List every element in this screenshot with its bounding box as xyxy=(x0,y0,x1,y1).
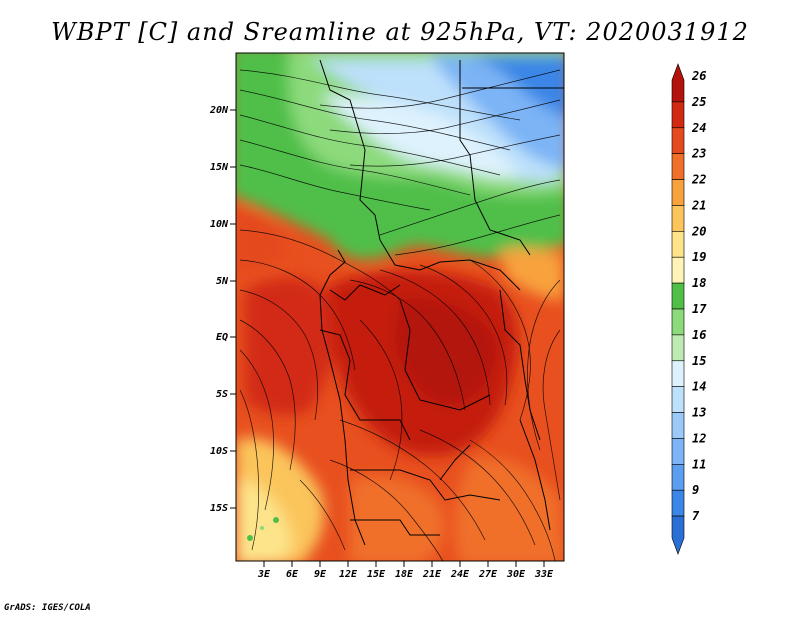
colorbar-swatch xyxy=(671,464,685,491)
lat-tick: 20N xyxy=(209,105,236,116)
lon-label: 27E xyxy=(478,569,498,580)
colorbar-label: 16 xyxy=(692,328,706,342)
colorbar-label: 12 xyxy=(692,431,706,445)
lon-tick: 15E xyxy=(367,561,386,580)
colorbar-swatch xyxy=(671,101,685,129)
colorbar-label: 25 xyxy=(691,95,706,109)
colorbar-swatch xyxy=(671,334,685,362)
lat-tick: 5N xyxy=(216,276,236,287)
colorbar-label: 11 xyxy=(692,457,706,471)
colorbar-swatch xyxy=(671,412,685,439)
lon-label: 15E xyxy=(367,569,386,580)
colorbar-label: 26 xyxy=(691,69,706,83)
colorbar-label: 18 xyxy=(692,276,706,290)
lon-label: 30E xyxy=(506,569,526,580)
lon-label: 6E xyxy=(286,569,299,580)
lat-label: EQ xyxy=(216,332,228,343)
lon-label: 3E xyxy=(257,569,271,580)
lon-label: 24E xyxy=(450,569,470,580)
colorbar-label: 17 xyxy=(692,302,707,316)
colorbar-swatch xyxy=(671,489,685,517)
colorbar-label: 19 xyxy=(692,250,706,264)
lon-tick: 24E xyxy=(450,561,470,580)
lon-label: 9E xyxy=(314,569,327,580)
map-title: WBPT [C] and Sreamline at 925hPa, VT: 20… xyxy=(51,18,749,46)
lat-tick: 5S xyxy=(216,389,236,400)
lat-label: 10N xyxy=(210,219,229,230)
lat-tick: EQ xyxy=(216,332,236,343)
colorbar-swatch xyxy=(671,515,685,555)
colorbar-swatch xyxy=(671,153,685,180)
colorbar-swatch xyxy=(671,205,685,232)
lat-label: 15N xyxy=(210,162,229,173)
colorbar-label: 23 xyxy=(691,147,706,161)
lon-tick: 6E xyxy=(286,561,299,580)
lat-tick: 10N xyxy=(210,219,236,230)
colorbar: 26 25 24 23 22 21 20 19 18 17 16 15 14 13 12 11 9 7 xyxy=(671,63,707,555)
latitude-axis: 20N 15N 10N 5N EQ 5S 10S 15S xyxy=(209,105,236,514)
colorbar-swatch xyxy=(671,282,685,310)
lon-tick: 27E xyxy=(478,561,498,580)
lat-tick: 15N xyxy=(210,162,236,173)
colorbar-label: 7 xyxy=(692,509,700,523)
grads-credit: GrADS: IGES/COLA xyxy=(4,603,91,613)
lon-label: 12E xyxy=(339,569,358,580)
lon-tick: 12E xyxy=(339,561,358,580)
lon-tick: 9E xyxy=(314,561,327,580)
country-borders xyxy=(319,59,564,546)
colorbar-label: 15 xyxy=(692,354,706,368)
lat-label: 10S xyxy=(210,446,228,457)
colorbar-label: 13 xyxy=(692,406,706,420)
lon-tick: 3E xyxy=(257,561,271,580)
colorbar-swatch xyxy=(671,256,685,284)
colorbar-swatch xyxy=(671,179,685,206)
wbpt-field xyxy=(236,53,564,561)
lat-label: 5S xyxy=(216,389,228,400)
lat-label: 5N xyxy=(216,276,229,287)
lon-tick: 30E xyxy=(506,561,526,580)
colorbar-label: 20 xyxy=(691,224,706,238)
colorbar-swatch xyxy=(671,231,685,258)
lon-tick: 33E xyxy=(534,561,554,580)
lon-label: 33E xyxy=(534,569,554,580)
lon-tick: 18E xyxy=(395,561,414,580)
colorbar-label: 22 xyxy=(691,173,706,187)
lat-label: 15S xyxy=(210,503,228,514)
lat-tick: 10S xyxy=(210,446,236,457)
colorbar-label: 24 xyxy=(691,121,706,135)
map-frame xyxy=(235,52,565,562)
longitude-axis: 3E 6E 9E 12E 15E 18E 21E 24E 27E 30E 33E xyxy=(257,561,554,580)
colorbar-swatch xyxy=(671,127,685,154)
colorbar-label: 14 xyxy=(692,380,706,394)
lon-label: 21E xyxy=(422,569,442,580)
colorbar-swatch xyxy=(671,386,685,413)
colorbar-swatch xyxy=(671,438,685,465)
colorbar-label: 9 xyxy=(692,483,699,497)
lon-tick: 21E xyxy=(422,561,442,580)
colorbar-swatch xyxy=(671,308,685,336)
colorbar-label: 21 xyxy=(691,198,706,212)
lat-tick: 15S xyxy=(210,503,236,514)
lon-label: 18E xyxy=(395,569,414,580)
colorbar-swatch xyxy=(671,360,685,387)
lat-label: 20N xyxy=(209,105,229,116)
colorbar-swatch xyxy=(671,63,685,103)
